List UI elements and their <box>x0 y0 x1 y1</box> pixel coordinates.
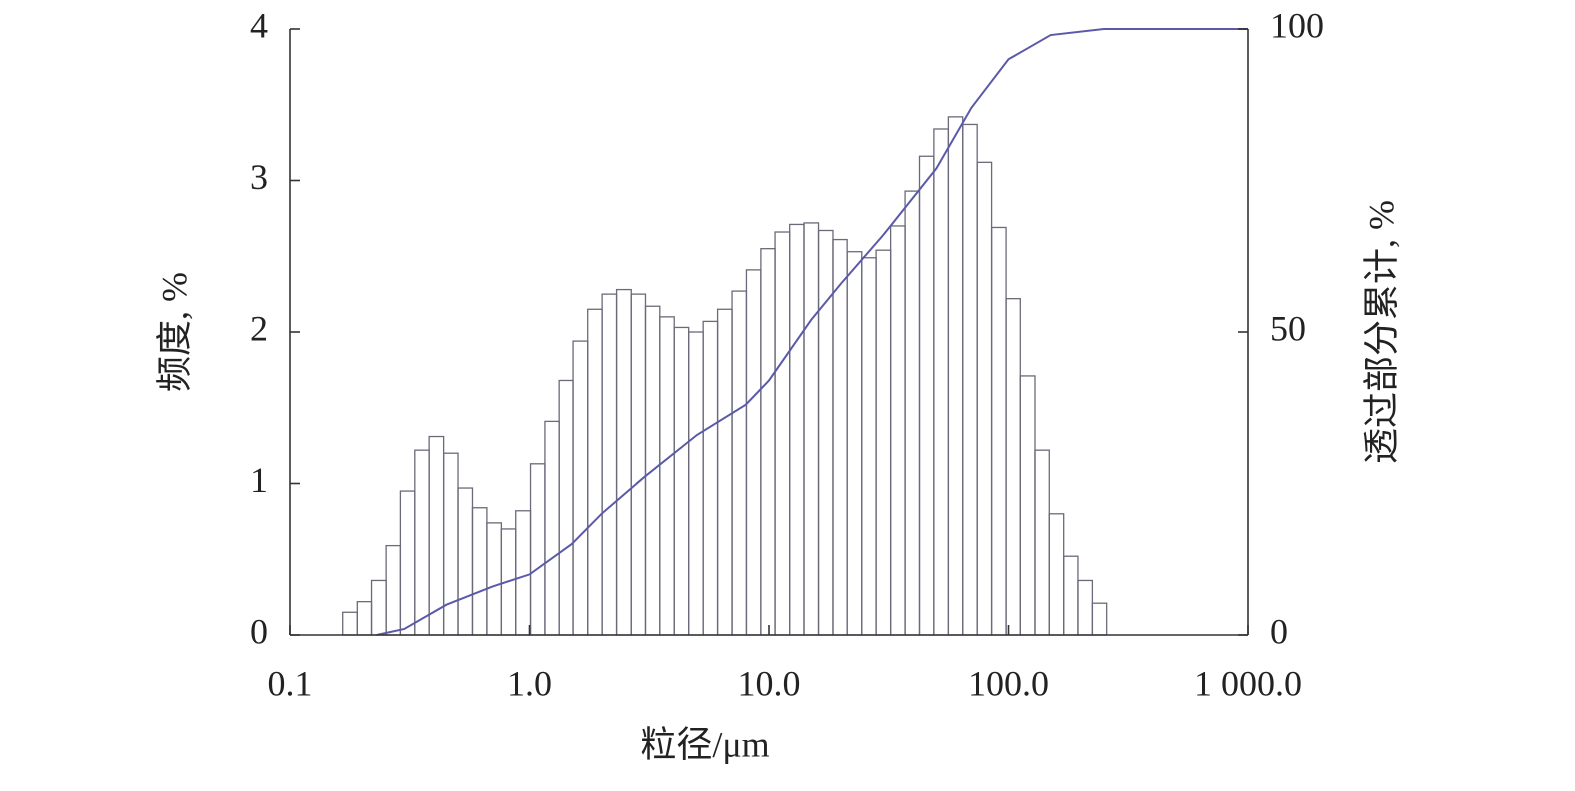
bar <box>356 601 373 636</box>
bar <box>918 155 935 636</box>
bar <box>471 507 488 636</box>
x-tick-label: 0.1 <box>268 663 313 703</box>
bar <box>889 225 906 636</box>
bar <box>414 449 430 636</box>
bar <box>399 490 416 636</box>
bar <box>803 222 820 636</box>
bar <box>630 293 647 636</box>
bar <box>731 290 748 636</box>
bar <box>385 544 402 636</box>
bar <box>370 579 387 636</box>
x-tick-label: 1 000.0 <box>1194 663 1302 703</box>
x-tick-label: 1.0 <box>507 663 552 703</box>
bar <box>428 435 445 636</box>
bar <box>789 223 805 636</box>
bar <box>990 226 1007 636</box>
bar <box>1091 602 1108 636</box>
bar <box>774 231 791 636</box>
bar <box>673 326 690 636</box>
bar <box>976 161 993 636</box>
bar <box>486 522 503 636</box>
bar <box>558 379 574 636</box>
x-tick-label: 10.0 <box>738 663 801 703</box>
y2-tick-label: 0 <box>1270 611 1288 651</box>
bar <box>846 251 863 636</box>
bar <box>861 257 877 636</box>
bar <box>442 452 459 636</box>
bar <box>1019 375 1036 636</box>
y-tick-label: 3 <box>250 157 268 197</box>
bar <box>1034 449 1050 636</box>
y-tick-label: 4 <box>250 5 268 45</box>
bar <box>716 308 733 636</box>
bar <box>817 229 834 636</box>
bar <box>659 316 675 636</box>
bar <box>904 190 921 636</box>
bar <box>587 308 603 636</box>
y2-tick-label: 50 <box>1270 308 1306 348</box>
bar <box>529 463 546 636</box>
bar <box>544 420 560 636</box>
x-axis-label: 粒径/μm <box>640 724 769 764</box>
y-tick-label: 2 <box>250 308 268 348</box>
bar <box>572 340 589 636</box>
bar <box>342 611 358 636</box>
bar <box>688 331 704 636</box>
y-tick-label: 0 <box>250 611 268 651</box>
bar <box>515 510 532 636</box>
bar <box>615 288 632 636</box>
cumulative-line <box>376 28 1248 636</box>
bar <box>601 293 618 636</box>
bar <box>745 269 762 636</box>
x-tick-label: 100.0 <box>968 663 1049 703</box>
bar <box>760 248 776 636</box>
y-tick-label: 1 <box>250 460 268 500</box>
bar <box>1005 298 1021 636</box>
bar <box>457 487 474 636</box>
bar <box>1048 513 1065 636</box>
bar <box>933 128 950 636</box>
y-axis-label: 频度, % <box>154 272 194 392</box>
bar <box>962 123 978 636</box>
bar <box>1063 555 1079 636</box>
bar <box>947 116 964 636</box>
bar <box>832 238 848 636</box>
y2-axis-label: 透过部分累计, % <box>1361 200 1401 464</box>
bar <box>1077 579 1094 636</box>
y2-tick-label: 100 <box>1270 5 1324 45</box>
bar <box>875 249 892 636</box>
bar <box>702 320 719 636</box>
